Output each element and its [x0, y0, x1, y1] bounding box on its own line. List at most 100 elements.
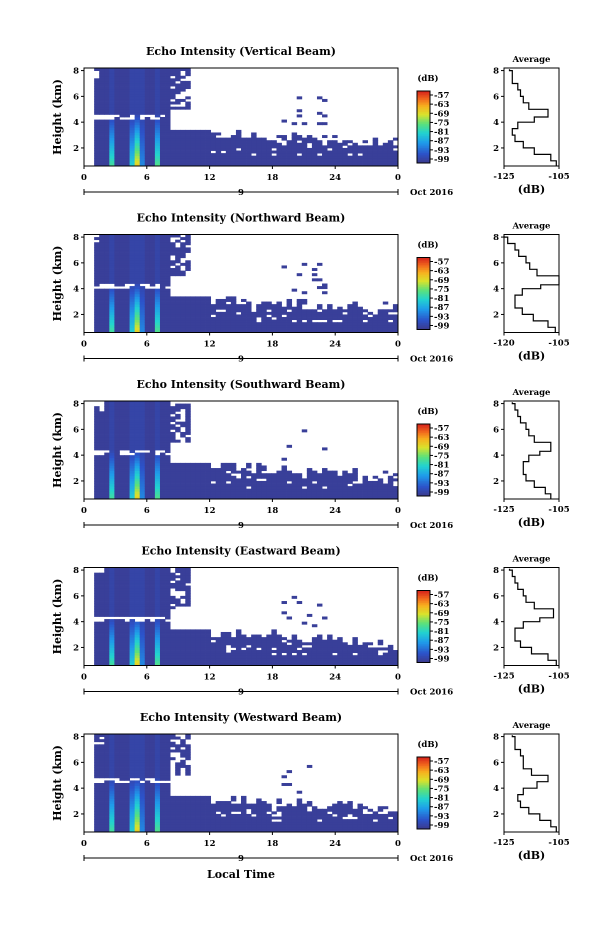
echo-cell — [296, 652, 303, 656]
echo-cell — [139, 255, 146, 259]
echo-cell — [306, 647, 313, 651]
echo-cell — [195, 314, 201, 318]
echo-cell — [392, 306, 399, 310]
echo-cell — [301, 158, 308, 162]
echo-cell — [144, 488, 151, 492]
echo-cell — [114, 788, 120, 792]
echo-cell — [129, 293, 136, 297]
echo-cell — [114, 413, 120, 417]
echo-cell — [225, 496, 232, 500]
echo-cell — [109, 145, 115, 149]
echo-cell — [119, 322, 125, 326]
echo-cell — [387, 493, 394, 497]
colorbar-segment — [417, 484, 430, 487]
echo-cell — [175, 580, 181, 584]
x-tick-label: 6 — [144, 673, 150, 683]
echo-cell — [159, 237, 166, 241]
echo-cell — [230, 145, 237, 149]
echo-cell — [154, 111, 161, 115]
echo-cell — [144, 424, 151, 428]
echo-cell — [154, 265, 161, 269]
echo-cell — [134, 135, 141, 139]
echo-cell — [134, 111, 141, 115]
echo-cell — [180, 662, 186, 666]
echo-cell — [170, 242, 176, 246]
echo-cell — [387, 314, 394, 318]
echo-cell — [235, 137, 242, 141]
echo-cell — [352, 319, 358, 323]
echo-cell — [144, 639, 151, 643]
echo-cell — [134, 78, 141, 82]
echo-cell — [256, 160, 262, 164]
echo-cell — [94, 819, 100, 823]
echo-cell — [144, 577, 151, 581]
echo-cell — [119, 496, 125, 500]
colorbar-segment — [417, 161, 430, 164]
echo-cell — [129, 608, 136, 612]
echo-cell — [322, 652, 328, 656]
echo-cell — [154, 239, 161, 243]
echo-cell — [94, 744, 100, 748]
echo-cell — [170, 249, 176, 253]
echo-cell — [99, 613, 105, 617]
echo-cell — [261, 647, 267, 651]
echo-cell — [94, 129, 100, 133]
echo-cell — [144, 437, 151, 441]
echo-cell — [134, 488, 141, 492]
echo-cell — [129, 270, 136, 274]
echo-cell — [230, 142, 237, 146]
echo-cell — [170, 301, 176, 305]
colorbar-tick-label: -99 — [434, 488, 449, 498]
echo-cell — [311, 478, 318, 482]
colorbar-segment — [417, 485, 430, 488]
echo-cell — [99, 242, 105, 246]
echo-cell — [159, 96, 166, 100]
echo-cell — [134, 480, 141, 484]
echo-cell — [266, 327, 272, 331]
echo-cell — [104, 478, 110, 482]
echo-cell — [149, 465, 156, 469]
echo-cell — [296, 317, 303, 321]
echo-cell — [266, 329, 272, 333]
echo-cell — [129, 257, 136, 261]
echo-cell — [301, 317, 308, 321]
echo-cell — [94, 319, 100, 323]
echo-cell — [175, 160, 181, 164]
echo-cell — [332, 496, 338, 500]
echo-cell — [139, 129, 146, 133]
echo-cell — [382, 311, 389, 315]
echo-cell — [256, 142, 262, 146]
echo-cell — [144, 411, 151, 415]
echo-cell — [139, 416, 146, 420]
echo-cell — [104, 473, 110, 477]
echo-cell — [119, 491, 125, 495]
echo-cell — [185, 468, 191, 472]
echo-cell — [124, 153, 130, 157]
echo-cell — [159, 637, 166, 641]
echo-cell — [246, 655, 252, 659]
echo-cell — [327, 158, 333, 162]
echo-cell — [154, 237, 161, 241]
echo-cell — [114, 260, 120, 264]
echo-cell — [322, 147, 328, 151]
echo-cell — [261, 137, 267, 141]
echo-cell — [165, 132, 171, 136]
echo-cell — [241, 153, 247, 157]
echo-cell — [241, 486, 247, 490]
echo-cell — [114, 478, 120, 482]
colorbar-segment — [417, 605, 430, 609]
echo-cell — [225, 140, 232, 144]
echo-cell — [185, 324, 191, 328]
echo-cell — [322, 155, 328, 159]
colorbar-segment — [417, 614, 430, 617]
echo-cell — [149, 252, 156, 256]
echo-cell — [175, 268, 181, 272]
echo-cell — [301, 145, 308, 149]
echo-cell — [94, 304, 100, 308]
echo-cell — [124, 580, 130, 584]
echo-cell — [392, 491, 399, 495]
echo-cell — [114, 775, 120, 779]
echo-cell — [210, 637, 217, 641]
panel-4: Echo Intensity (Eastward Beam)2468Height… — [51, 545, 570, 698]
echo-cell — [225, 652, 232, 656]
